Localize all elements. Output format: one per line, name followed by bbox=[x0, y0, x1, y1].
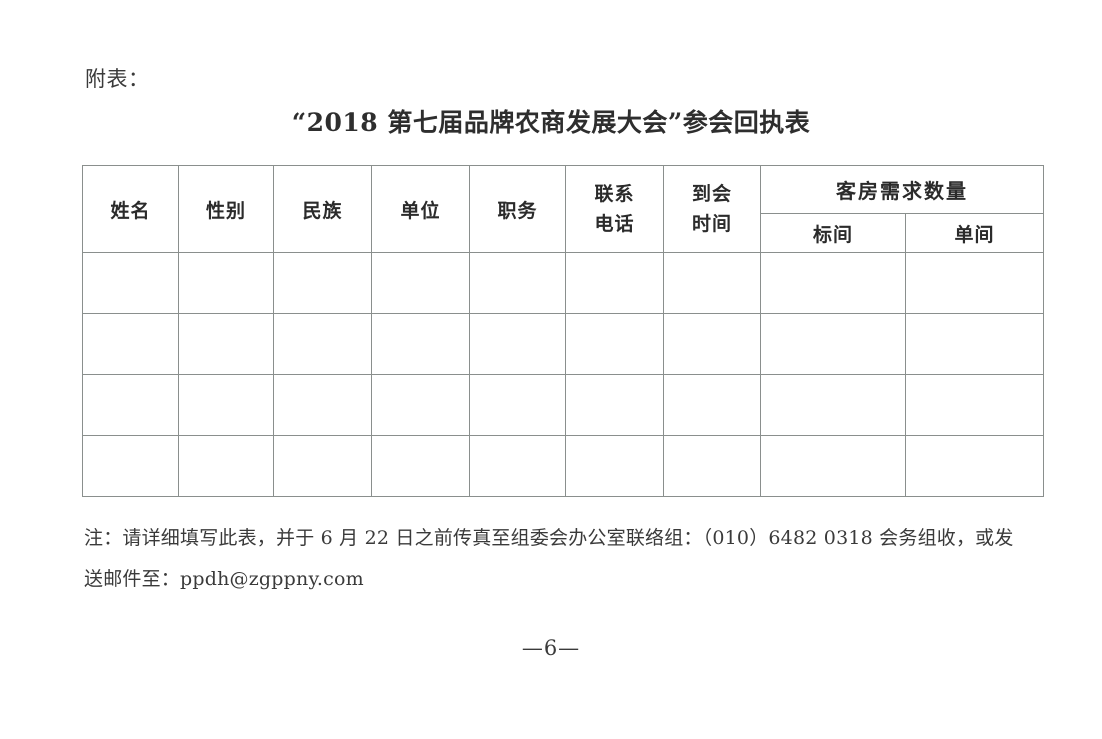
cell-unit[interactable] bbox=[371, 252, 470, 314]
cell-room-single[interactable] bbox=[905, 252, 1044, 314]
cell-room-standard[interactable] bbox=[760, 374, 906, 436]
column-header-gender: 性别 bbox=[178, 165, 274, 253]
cell-name[interactable] bbox=[82, 313, 179, 375]
cell-arrival[interactable] bbox=[663, 374, 761, 436]
column-header-room-demand-group: 客房需求数量 bbox=[760, 165, 1044, 214]
cell-room-single[interactable] bbox=[905, 313, 1044, 375]
cell-gender[interactable] bbox=[178, 313, 274, 375]
cell-arrival[interactable] bbox=[663, 435, 761, 497]
cell-unit[interactable] bbox=[371, 313, 470, 375]
registration-receipt-table: 姓名 性别 民族 单位 职务 联系 电话 到会 时间 客房需求数量 bbox=[82, 165, 1044, 497]
cell-ethnicity[interactable] bbox=[273, 435, 372, 497]
cell-position[interactable] bbox=[469, 313, 566, 375]
table-row[interactable] bbox=[82, 252, 1044, 314]
table-body bbox=[82, 252, 1044, 497]
cell-room-single[interactable] bbox=[905, 374, 1044, 436]
attachment-label: 附表： bbox=[85, 67, 150, 91]
footnote: 注：请详细填写此表，并于 6 月 22 日之前传真至组委会办公室联络组：（010… bbox=[84, 518, 1046, 600]
column-header-ethnicity: 民族 bbox=[273, 165, 372, 253]
column-header-phone-line2: 电话 bbox=[594, 213, 635, 235]
column-header-position: 职务 bbox=[469, 165, 566, 253]
receipt-table-container: 姓名 性别 民族 单位 职务 联系 电话 到会 时间 客房需求数量 bbox=[82, 165, 1044, 497]
cell-name[interactable] bbox=[82, 252, 179, 314]
cell-arrival[interactable] bbox=[663, 252, 761, 314]
cell-room-single[interactable] bbox=[905, 435, 1044, 497]
cell-unit[interactable] bbox=[371, 435, 470, 497]
cell-phone[interactable] bbox=[565, 374, 664, 436]
column-header-name: 姓名 bbox=[82, 165, 179, 253]
cell-phone[interactable] bbox=[565, 313, 664, 375]
cell-gender[interactable] bbox=[178, 252, 274, 314]
table-row[interactable] bbox=[82, 435, 1044, 497]
column-header-arrival-line2: 时间 bbox=[691, 213, 732, 235]
cell-room-standard[interactable] bbox=[760, 313, 906, 375]
column-header-phone-line1: 联系 bbox=[594, 183, 635, 205]
cell-phone[interactable] bbox=[565, 435, 664, 497]
cell-position[interactable] bbox=[469, 435, 566, 497]
column-header-phone: 联系 电话 bbox=[565, 165, 664, 253]
cell-arrival[interactable] bbox=[663, 313, 761, 375]
footnote-line-1: 注：请详细填写此表，并于 6 月 22 日之前传真至组委会办公室联络组：（010… bbox=[84, 527, 1014, 549]
table-row[interactable] bbox=[82, 313, 1044, 375]
cell-phone[interactable] bbox=[565, 252, 664, 314]
table-head: 姓名 性别 民族 单位 职务 联系 电话 到会 时间 客房需求数量 bbox=[82, 165, 1044, 253]
column-header-room-single: 单间 bbox=[905, 213, 1044, 253]
cell-room-standard[interactable] bbox=[760, 252, 906, 314]
footnote-line-2: 送邮件至：ppdh@zgppny.com bbox=[84, 568, 364, 590]
cell-name[interactable] bbox=[82, 374, 179, 436]
cell-room-standard[interactable] bbox=[760, 435, 906, 497]
column-header-unit: 单位 bbox=[371, 165, 470, 253]
page-number: —6— bbox=[521, 636, 581, 660]
column-header-room-standard: 标间 bbox=[760, 213, 906, 253]
cell-name[interactable] bbox=[82, 435, 179, 497]
cell-unit[interactable] bbox=[371, 374, 470, 436]
column-header-arrival-time: 到会 时间 bbox=[663, 165, 761, 253]
cell-gender[interactable] bbox=[178, 374, 274, 436]
cell-ethnicity[interactable] bbox=[273, 374, 372, 436]
cell-position[interactable] bbox=[469, 252, 566, 314]
header-row-primary: 姓名 性别 民族 单位 职务 联系 电话 到会 时间 客房需求数量 bbox=[82, 165, 1044, 253]
cell-gender[interactable] bbox=[178, 435, 274, 497]
header-row-secondary: 标间 单间 bbox=[83, 213, 1044, 253]
cell-ethnicity[interactable] bbox=[273, 252, 372, 314]
cell-position[interactable] bbox=[469, 374, 566, 436]
table-row[interactable] bbox=[82, 374, 1044, 436]
page-title: “2018 第七届品牌农商发展大会”参会回执表 bbox=[291, 108, 811, 137]
column-header-arrival-line1: 到会 bbox=[691, 183, 732, 205]
cell-ethnicity[interactable] bbox=[273, 313, 372, 375]
